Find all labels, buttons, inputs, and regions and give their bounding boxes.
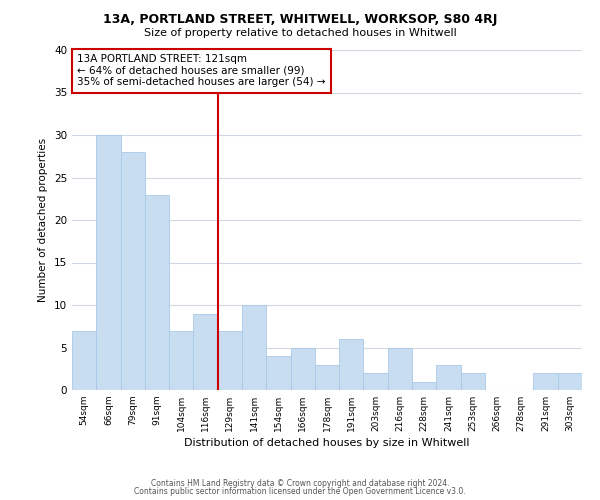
Bar	[461, 373, 485, 390]
Bar	[121, 152, 145, 390]
X-axis label: Distribution of detached houses by size in Whitwell: Distribution of detached houses by size …	[184, 438, 470, 448]
Y-axis label: Number of detached properties: Number of detached properties	[38, 138, 49, 302]
Bar	[193, 314, 218, 390]
Bar	[218, 330, 242, 390]
Bar	[242, 305, 266, 390]
Bar	[96, 135, 121, 390]
Text: Contains HM Land Registry data © Crown copyright and database right 2024.: Contains HM Land Registry data © Crown c…	[151, 478, 449, 488]
Text: Size of property relative to detached houses in Whitwell: Size of property relative to detached ho…	[143, 28, 457, 38]
Bar	[533, 373, 558, 390]
Bar	[412, 382, 436, 390]
Text: 13A PORTLAND STREET: 121sqm
← 64% of detached houses are smaller (99)
35% of sem: 13A PORTLAND STREET: 121sqm ← 64% of det…	[77, 54, 325, 88]
Bar	[436, 364, 461, 390]
Text: Contains public sector information licensed under the Open Government Licence v3: Contains public sector information licen…	[134, 487, 466, 496]
Bar	[364, 373, 388, 390]
Bar	[290, 348, 315, 390]
Bar	[558, 373, 582, 390]
Bar	[315, 364, 339, 390]
Bar	[388, 348, 412, 390]
Bar	[72, 330, 96, 390]
Bar	[169, 330, 193, 390]
Bar	[266, 356, 290, 390]
Bar	[145, 194, 169, 390]
Bar	[339, 339, 364, 390]
Text: 13A, PORTLAND STREET, WHITWELL, WORKSOP, S80 4RJ: 13A, PORTLAND STREET, WHITWELL, WORKSOP,…	[103, 12, 497, 26]
